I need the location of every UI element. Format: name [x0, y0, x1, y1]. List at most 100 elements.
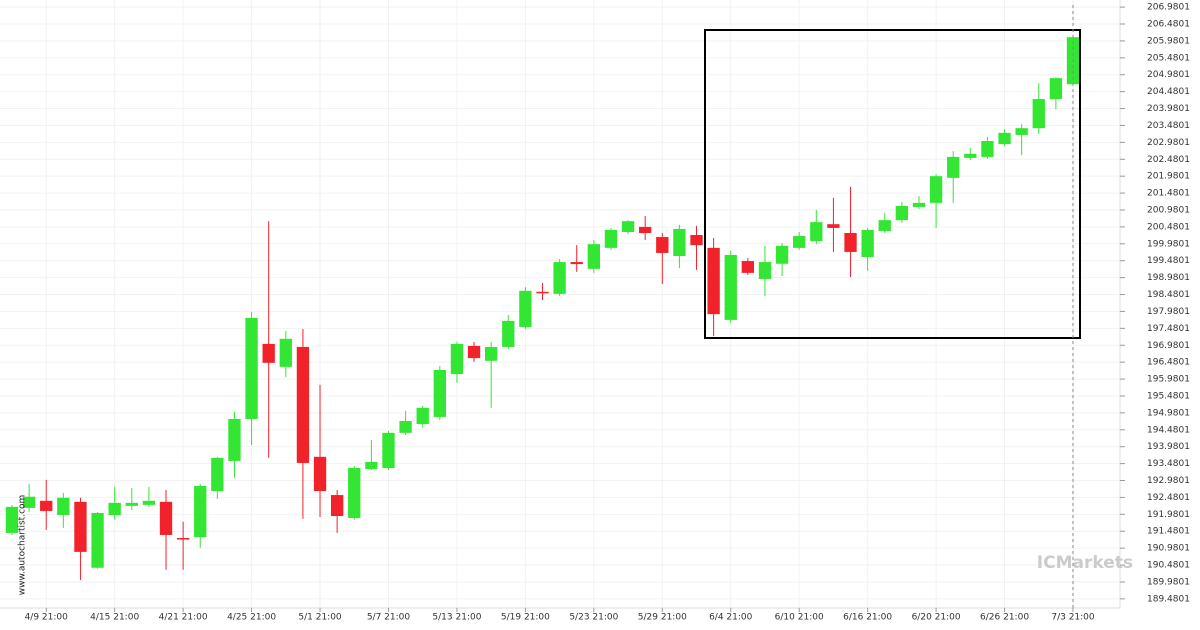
y-tick-label: 204.4801 — [1147, 87, 1190, 97]
candle-body — [74, 501, 87, 552]
x-tick-label: 5/13 21:00 — [432, 613, 481, 623]
candle-body — [998, 132, 1011, 145]
candle-body — [125, 502, 138, 506]
candle-body — [673, 228, 686, 256]
x-tick-label: 4/21 21:00 — [159, 613, 208, 623]
candle-body — [827, 224, 840, 228]
candle-body — [91, 512, 104, 568]
candle-body — [313, 456, 327, 491]
candle-body — [758, 262, 772, 279]
candle-body — [981, 141, 994, 157]
y-tick-label: 193.9801 — [1147, 442, 1190, 452]
candle-body — [1049, 78, 1063, 100]
candle-body — [450, 343, 464, 374]
y-tick-label: 202.9801 — [1147, 138, 1190, 148]
candle-body — [108, 502, 121, 516]
y-tick-label: 197.4801 — [1147, 324, 1190, 334]
candles — [5, 35, 1080, 580]
candle-body — [142, 500, 156, 505]
y-tick-label: 190.4801 — [1147, 561, 1190, 571]
x-tick-label: 6/10 21:00 — [775, 613, 824, 623]
y-tick-label: 193.4801 — [1147, 459, 1190, 469]
candle-body — [485, 346, 498, 361]
candle-body — [621, 221, 635, 232]
y-tick-label: 192.4801 — [1147, 493, 1190, 503]
y-tick-label: 195.4801 — [1147, 391, 1190, 401]
candle-body — [348, 468, 361, 519]
candle-body — [416, 407, 429, 425]
y-tick-label: 189.4801 — [1147, 594, 1190, 604]
y-tick-label: 205.4801 — [1147, 53, 1190, 63]
candle-body — [467, 345, 481, 359]
candle-body — [22, 496, 36, 508]
candle-body — [844, 232, 857, 252]
candle-body — [365, 461, 378, 470]
candle-body — [1015, 128, 1028, 135]
candle-body — [587, 244, 600, 269]
y-tick-label: 204.9801 — [1147, 70, 1190, 80]
candle-body — [912, 202, 926, 207]
pattern-box — [704, 29, 1081, 339]
source-watermark: www.autochartist.com — [18, 495, 28, 596]
y-tick-label: 196.9801 — [1147, 341, 1190, 351]
y-tick-label: 191.9801 — [1147, 510, 1190, 520]
x-tick-label: 6/4 21:00 — [709, 613, 753, 623]
y-tick-label: 205.9801 — [1147, 36, 1190, 46]
candle-body — [639, 226, 652, 233]
candle-body — [707, 247, 720, 315]
candle-body — [399, 421, 412, 433]
candle-body — [553, 262, 566, 294]
candle-body — [40, 500, 53, 511]
y-tick-label: 203.4801 — [1147, 121, 1190, 131]
y-tick-label: 206.9801 — [1147, 3, 1190, 13]
candle-body — [279, 338, 292, 367]
x-tick-label: 6/16 21:00 — [843, 613, 892, 623]
candle-body — [5, 506, 19, 533]
x-tick-label: 4/25 21:00 — [227, 613, 276, 623]
candle-body — [570, 262, 583, 265]
y-tick-label: 189.9801 — [1147, 577, 1190, 587]
y-tick-label: 202.4801 — [1147, 155, 1190, 165]
x-tick-label: 7/3 21:00 — [1051, 613, 1095, 623]
candle-body — [57, 497, 70, 516]
y-tick-label: 190.9801 — [1147, 544, 1190, 554]
y-tick-label: 200.4801 — [1147, 222, 1190, 232]
y-tick-label: 195.9801 — [1147, 375, 1190, 385]
y-tick-label: 203.9801 — [1147, 104, 1190, 114]
candle-body — [724, 254, 737, 320]
candle-body — [262, 343, 275, 363]
y-tick-label: 198.4801 — [1147, 290, 1190, 300]
y-tick-label: 194.4801 — [1147, 425, 1190, 435]
candle-body — [502, 320, 515, 347]
y-tick-label: 199.4801 — [1147, 256, 1190, 266]
candle-body — [810, 222, 823, 242]
y-tick-label: 198.9801 — [1147, 273, 1190, 283]
candle-body — [929, 176, 943, 203]
x-tick-label: 4/9 21:00 — [25, 613, 69, 623]
candle-body — [176, 538, 190, 540]
x-tick-label: 5/29 21:00 — [638, 613, 687, 623]
y-tick-label: 192.9801 — [1147, 476, 1190, 486]
candle-body — [382, 432, 395, 469]
candle-body — [159, 501, 173, 535]
candle-body — [947, 156, 960, 178]
x-tick-label: 5/23 21:00 — [569, 613, 618, 623]
candle-body — [895, 205, 909, 221]
y-tick-label: 191.4801 — [1147, 527, 1190, 537]
candle-body — [211, 457, 224, 491]
candle-body — [245, 317, 258, 419]
candle-body — [330, 495, 344, 517]
candle-body — [656, 237, 669, 253]
candle-body — [296, 346, 310, 463]
x-tick-label: 5/19 21:00 — [501, 613, 550, 623]
candle-body — [1032, 99, 1045, 129]
candle-body — [228, 418, 241, 461]
candle-body — [519, 290, 532, 327]
x-tick-label: 6/26 21:00 — [980, 613, 1029, 623]
candle-body — [793, 236, 806, 248]
y-tick-label: 194.9801 — [1147, 408, 1190, 418]
candle-body — [775, 245, 789, 264]
x-tick-label: 6/20 21:00 — [912, 613, 961, 623]
candle-body — [861, 229, 874, 257]
